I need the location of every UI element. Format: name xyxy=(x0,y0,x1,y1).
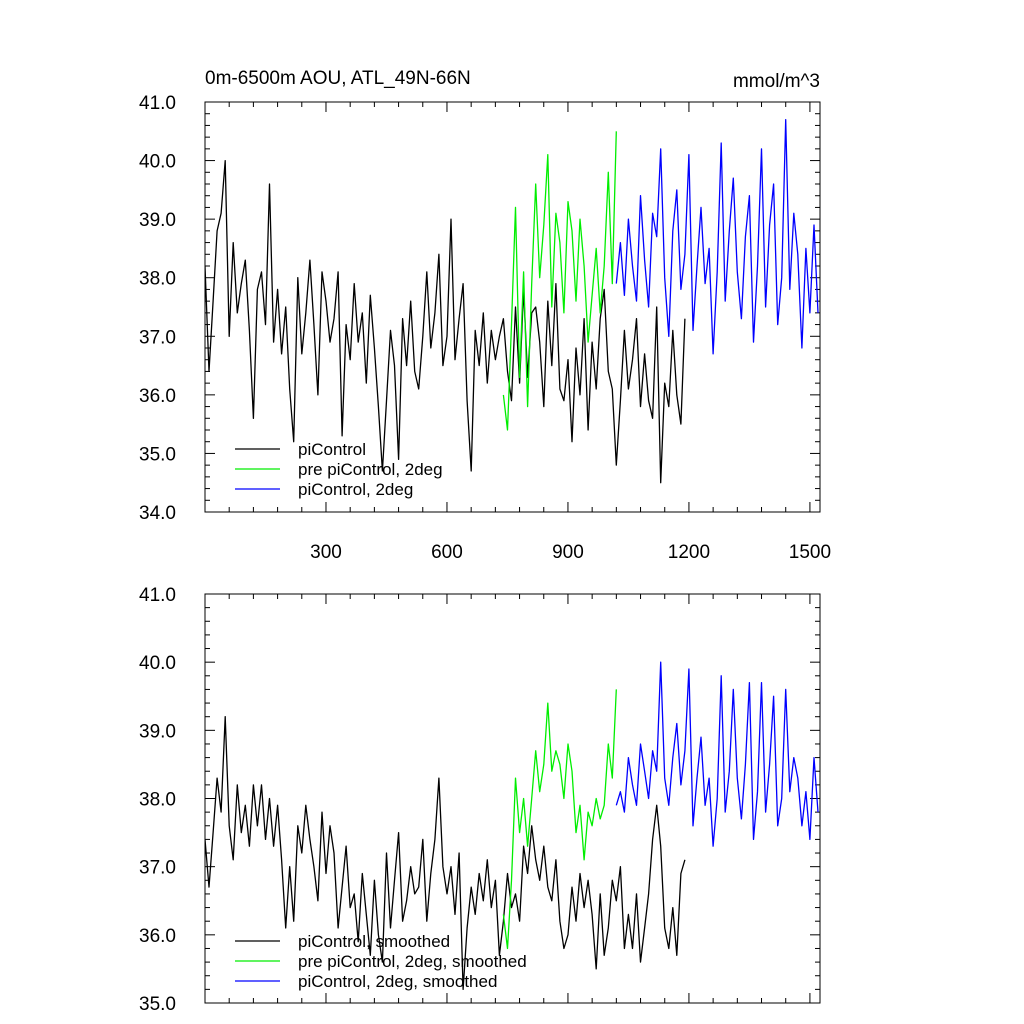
chart-title: 0m-6500m AOU, ATL_49N-66N xyxy=(205,68,471,89)
x-tick-label: 900 xyxy=(552,542,584,563)
y-tick-label: 34.0 xyxy=(139,503,176,524)
series-line-pre-picontrol-2deg xyxy=(502,131,617,431)
y-tick-label: 38.0 xyxy=(139,269,176,290)
y-tick-label: 39.0 xyxy=(139,721,176,742)
x-tick-label: 300 xyxy=(310,542,342,563)
x-tick-label: 1500 xyxy=(789,542,831,563)
units-label: mmol/m^3 xyxy=(733,71,820,92)
y-tick-label: 37.0 xyxy=(139,327,176,348)
top-panel: 34.0 35.0 36.0 37.0 38.0 39.0 40.0 41.0 300 600 90… xyxy=(139,68,831,563)
series-line-picontrol xyxy=(205,716,686,991)
y-tick-label: 35.0 xyxy=(139,994,176,1015)
y-tick-label: 37.0 xyxy=(139,858,176,879)
series-line-pre-picontrol-2deg xyxy=(502,689,617,950)
x-tick-label: 600 xyxy=(431,542,463,563)
y-tick-label: 41.0 xyxy=(139,585,176,606)
y-tick-label: 36.0 xyxy=(139,926,176,947)
legend-label: pre piControl, 2deg, smoothed xyxy=(298,952,527,971)
y-tick-label: 39.0 xyxy=(139,210,176,231)
y-tick-label: 40.0 xyxy=(139,653,176,674)
series-line-picontrol-2deg xyxy=(615,661,819,847)
legend-label: piControl xyxy=(298,440,366,459)
y-tick-label: 40.0 xyxy=(139,152,176,173)
plot-frame xyxy=(204,101,821,513)
series-line-picontrol xyxy=(205,159,686,484)
y-tick-label: 35.0 xyxy=(139,444,176,465)
y-tick-label: 41.0 xyxy=(139,93,176,114)
y-tick-label: 36.0 xyxy=(139,386,176,407)
series-line-picontrol-2deg xyxy=(615,118,819,355)
legend-label: piControl, 2deg, smoothed xyxy=(298,972,497,991)
legend-label: piControl, smoothed xyxy=(298,932,450,951)
legend-label: piControl, 2deg xyxy=(298,480,413,499)
legend-label: pre piControl, 2deg xyxy=(298,460,443,479)
x-tick-label: 1200 xyxy=(668,542,710,563)
y-tick-label: 38.0 xyxy=(139,790,176,811)
bottom-panel: 35.0 36.0 37.0 38.0 39.0 40.0 41.0 piControl, s… xyxy=(139,585,821,1015)
